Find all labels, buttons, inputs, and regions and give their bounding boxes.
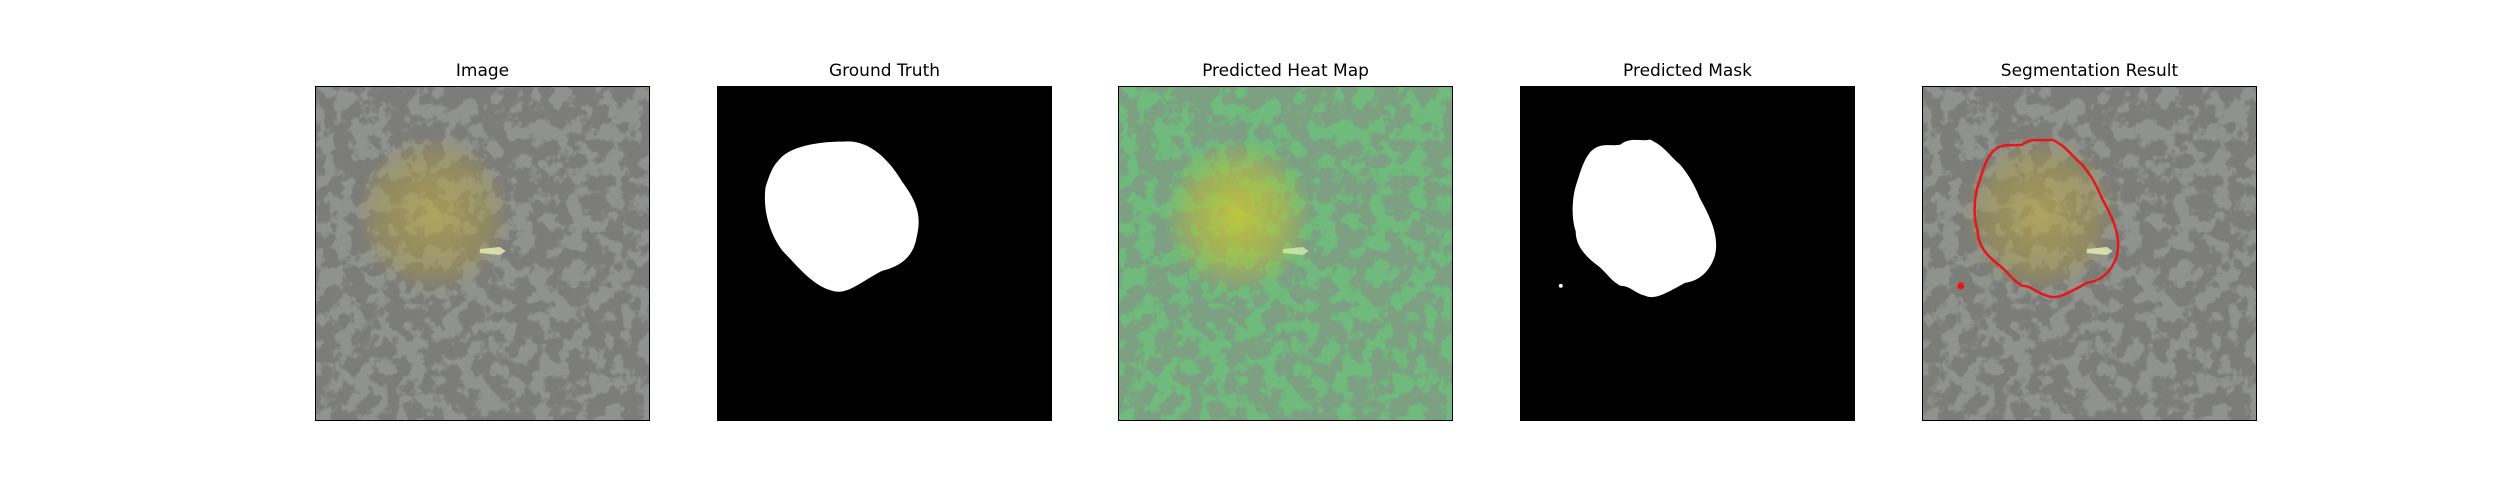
noise-speck [1558, 283, 1563, 288]
segmentation-result-panel [1922, 86, 2257, 421]
source-image [316, 87, 649, 420]
segmentation-overlay [1923, 87, 2256, 420]
ground-truth-mask [718, 87, 1051, 420]
artifact-mark [1283, 247, 1309, 255]
predicted-heat-map [1119, 87, 1452, 420]
lesion-region [1962, 134, 2118, 294]
heat-map-panel [1118, 86, 1453, 421]
artifact-mark [2087, 247, 2113, 255]
panel-title-ground-truth: Ground Truth [828, 61, 941, 81]
predicted-mask-panel [1520, 86, 1855, 421]
heat-hotspot [1163, 138, 1313, 294]
predicted-mask [1521, 87, 1854, 420]
panel-title-segmentation-result: Segmentation Result [2000, 61, 2179, 81]
panel-title-predicted-heat-map: Predicted Heat Map [1202, 61, 1369, 81]
segmentation-contour [1973, 138, 2120, 299]
ground-truth-panel [717, 86, 1052, 421]
artifact-mark [480, 247, 506, 255]
ground-truth-region [764, 141, 919, 292]
image-panel [315, 86, 650, 421]
lesion-region [355, 134, 511, 294]
predicted-region [1572, 139, 1717, 298]
panel-title-predicted-mask: Predicted Mask [1623, 61, 1752, 81]
contour-speck [1957, 282, 1965, 290]
panel-title-image: Image [455, 61, 510, 81]
